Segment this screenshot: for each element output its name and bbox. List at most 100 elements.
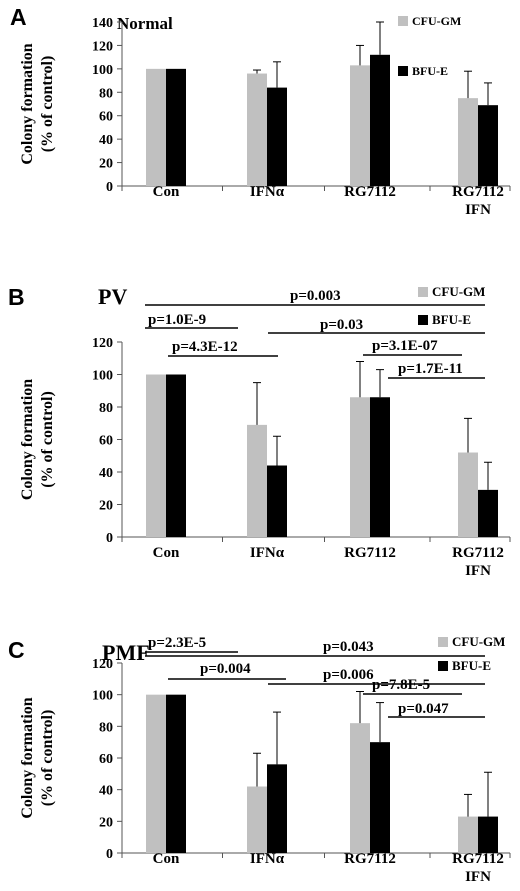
x-tick-label: Con — [153, 545, 180, 561]
bar-cfu-gm-2 — [350, 723, 370, 853]
legend-label: BFU-E — [432, 312, 471, 327]
y-tick-label: 20 — [99, 499, 113, 514]
bar-bfu-e-0 — [166, 694, 186, 853]
significance-label: p=0.047 — [398, 701, 449, 717]
significance-label: p=1.7E-11 — [398, 361, 463, 377]
panel-letter: C — [8, 637, 25, 663]
legend-swatch — [418, 315, 428, 325]
y-tick-label: 40 — [99, 133, 113, 148]
y-tick-label: 120 — [92, 39, 113, 54]
y-tick-label: 0 — [106, 847, 113, 862]
x-tick-label: RG7112 — [452, 851, 504, 867]
significance-label: p=0.03 — [320, 317, 363, 333]
chart-title: PMF — [102, 640, 150, 665]
bar-bfu-e-1 — [267, 87, 287, 186]
legend-label: BFU-E — [412, 64, 448, 78]
bar-bfu-e-3 — [478, 816, 498, 853]
x-tick-label: RG7112 — [452, 545, 504, 561]
legend-label: CFU-GM — [432, 284, 485, 299]
bar-bfu-e-2 — [370, 397, 390, 537]
bar-bfu-e-2 — [370, 54, 390, 186]
legend-label: CFU-GM — [452, 634, 505, 649]
legend-swatch — [438, 661, 448, 671]
y-tick-label: 80 — [99, 720, 113, 735]
significance-label: p=1.0E-9 — [148, 312, 206, 328]
x-tick-label: Con — [153, 184, 180, 200]
y-axis-label: Colony formation — [19, 379, 36, 500]
significance-label: p=0.003 — [290, 288, 341, 304]
y-tick-label: 100 — [92, 369, 113, 384]
y-tick-label: 80 — [99, 86, 113, 101]
y-tick-label: 60 — [99, 434, 113, 449]
bar-bfu-e-3 — [478, 489, 498, 537]
y-tick-label: 0 — [106, 180, 113, 195]
legend-swatch — [418, 287, 428, 297]
bar-cfu-gm-1 — [247, 424, 267, 537]
bar-bfu-e-3 — [478, 105, 498, 186]
bar-cfu-gm-1 — [247, 73, 267, 186]
bar-cfu-gm-1 — [247, 786, 267, 853]
y-axis-label: Colony formation — [19, 697, 36, 818]
legend-swatch — [438, 637, 448, 647]
x-tick-label: IFNα — [250, 184, 285, 200]
y-tick-label: 20 — [99, 157, 113, 172]
significance-label: p=0.004 — [200, 661, 251, 677]
legend-swatch — [398, 16, 408, 26]
legend-swatch — [398, 66, 408, 76]
panel-letter: A — [10, 4, 27, 30]
x-tick-label: RG7112 — [452, 184, 504, 200]
chart-panel-C: C PMF 0 20 40 60 80 100 120 Colony formation (% of… — [8, 634, 511, 885]
x-tick-label: IFNα — [250, 545, 285, 561]
x-tick-label: IFN — [465, 202, 491, 218]
y-axis-label: (% of control) — [39, 391, 56, 488]
legend-label: CFU-GM — [412, 14, 461, 28]
x-tick-label: RG7112 — [344, 851, 396, 867]
y-tick-label: 120 — [92, 336, 113, 351]
legend-label: BFU-E — [452, 658, 491, 673]
y-axis-label: (% of control) — [39, 710, 56, 807]
bar-bfu-e-0 — [166, 374, 186, 537]
y-tick-label: 20 — [99, 815, 113, 830]
significance-label: p=2.3E-5 — [148, 635, 206, 651]
bar-bfu-e-1 — [267, 465, 287, 537]
bar-cfu-gm-0 — [146, 374, 166, 537]
bar-bfu-e-2 — [370, 742, 390, 853]
y-axis-label: Colony formation — [19, 43, 36, 164]
significance-label: p=3.1E-07 — [372, 338, 438, 354]
significance-label: p=4.3E-12 — [172, 339, 238, 355]
bar-cfu-gm-3 — [458, 452, 478, 537]
y-tick-label: 60 — [99, 752, 113, 767]
y-tick-label: 80 — [99, 401, 113, 416]
y-tick-label: 100 — [92, 63, 113, 78]
x-tick-label: RG7112 — [344, 184, 396, 200]
bar-bfu-e-1 — [267, 764, 287, 853]
bar-cfu-gm-2 — [350, 397, 370, 537]
y-tick-label: 40 — [99, 466, 113, 481]
x-tick-label: IFN — [465, 563, 491, 579]
y-tick-label: 40 — [99, 784, 113, 799]
chart-panel-B: B PV 0 20 40 60 80 100 120 Colony formation (% of … — [8, 284, 511, 579]
chart-title: Normal — [117, 14, 173, 33]
x-tick-label: RG7112 — [344, 545, 396, 561]
significance-label: p=0.006 — [323, 667, 374, 683]
x-tick-label: IFNα — [250, 851, 285, 867]
y-tick-label: 60 — [99, 110, 113, 125]
bar-bfu-e-0 — [166, 68, 186, 186]
y-tick-label: 0 — [106, 531, 113, 546]
x-tick-label: IFN — [465, 869, 491, 885]
y-axis-label: (% of control) — [39, 56, 56, 153]
chart-panel-A: A Normal 0 20 40 60 80 100 120 140 Colony formatio… — [10, 4, 511, 218]
x-tick-label: Con — [153, 851, 180, 867]
chart-title: PV — [98, 284, 127, 309]
panel-letter: B — [8, 284, 25, 310]
bar-cfu-gm-0 — [146, 694, 166, 853]
bar-cfu-gm-3 — [458, 98, 478, 186]
y-tick-label: 120 — [92, 657, 113, 672]
y-tick-label: 100 — [92, 689, 113, 704]
significance-label: p=7.8E-5 — [372, 677, 430, 693]
y-tick-label: 140 — [92, 16, 113, 31]
bar-cfu-gm-3 — [458, 816, 478, 853]
bar-cfu-gm-0 — [146, 68, 166, 186]
bar-cfu-gm-2 — [350, 65, 370, 186]
